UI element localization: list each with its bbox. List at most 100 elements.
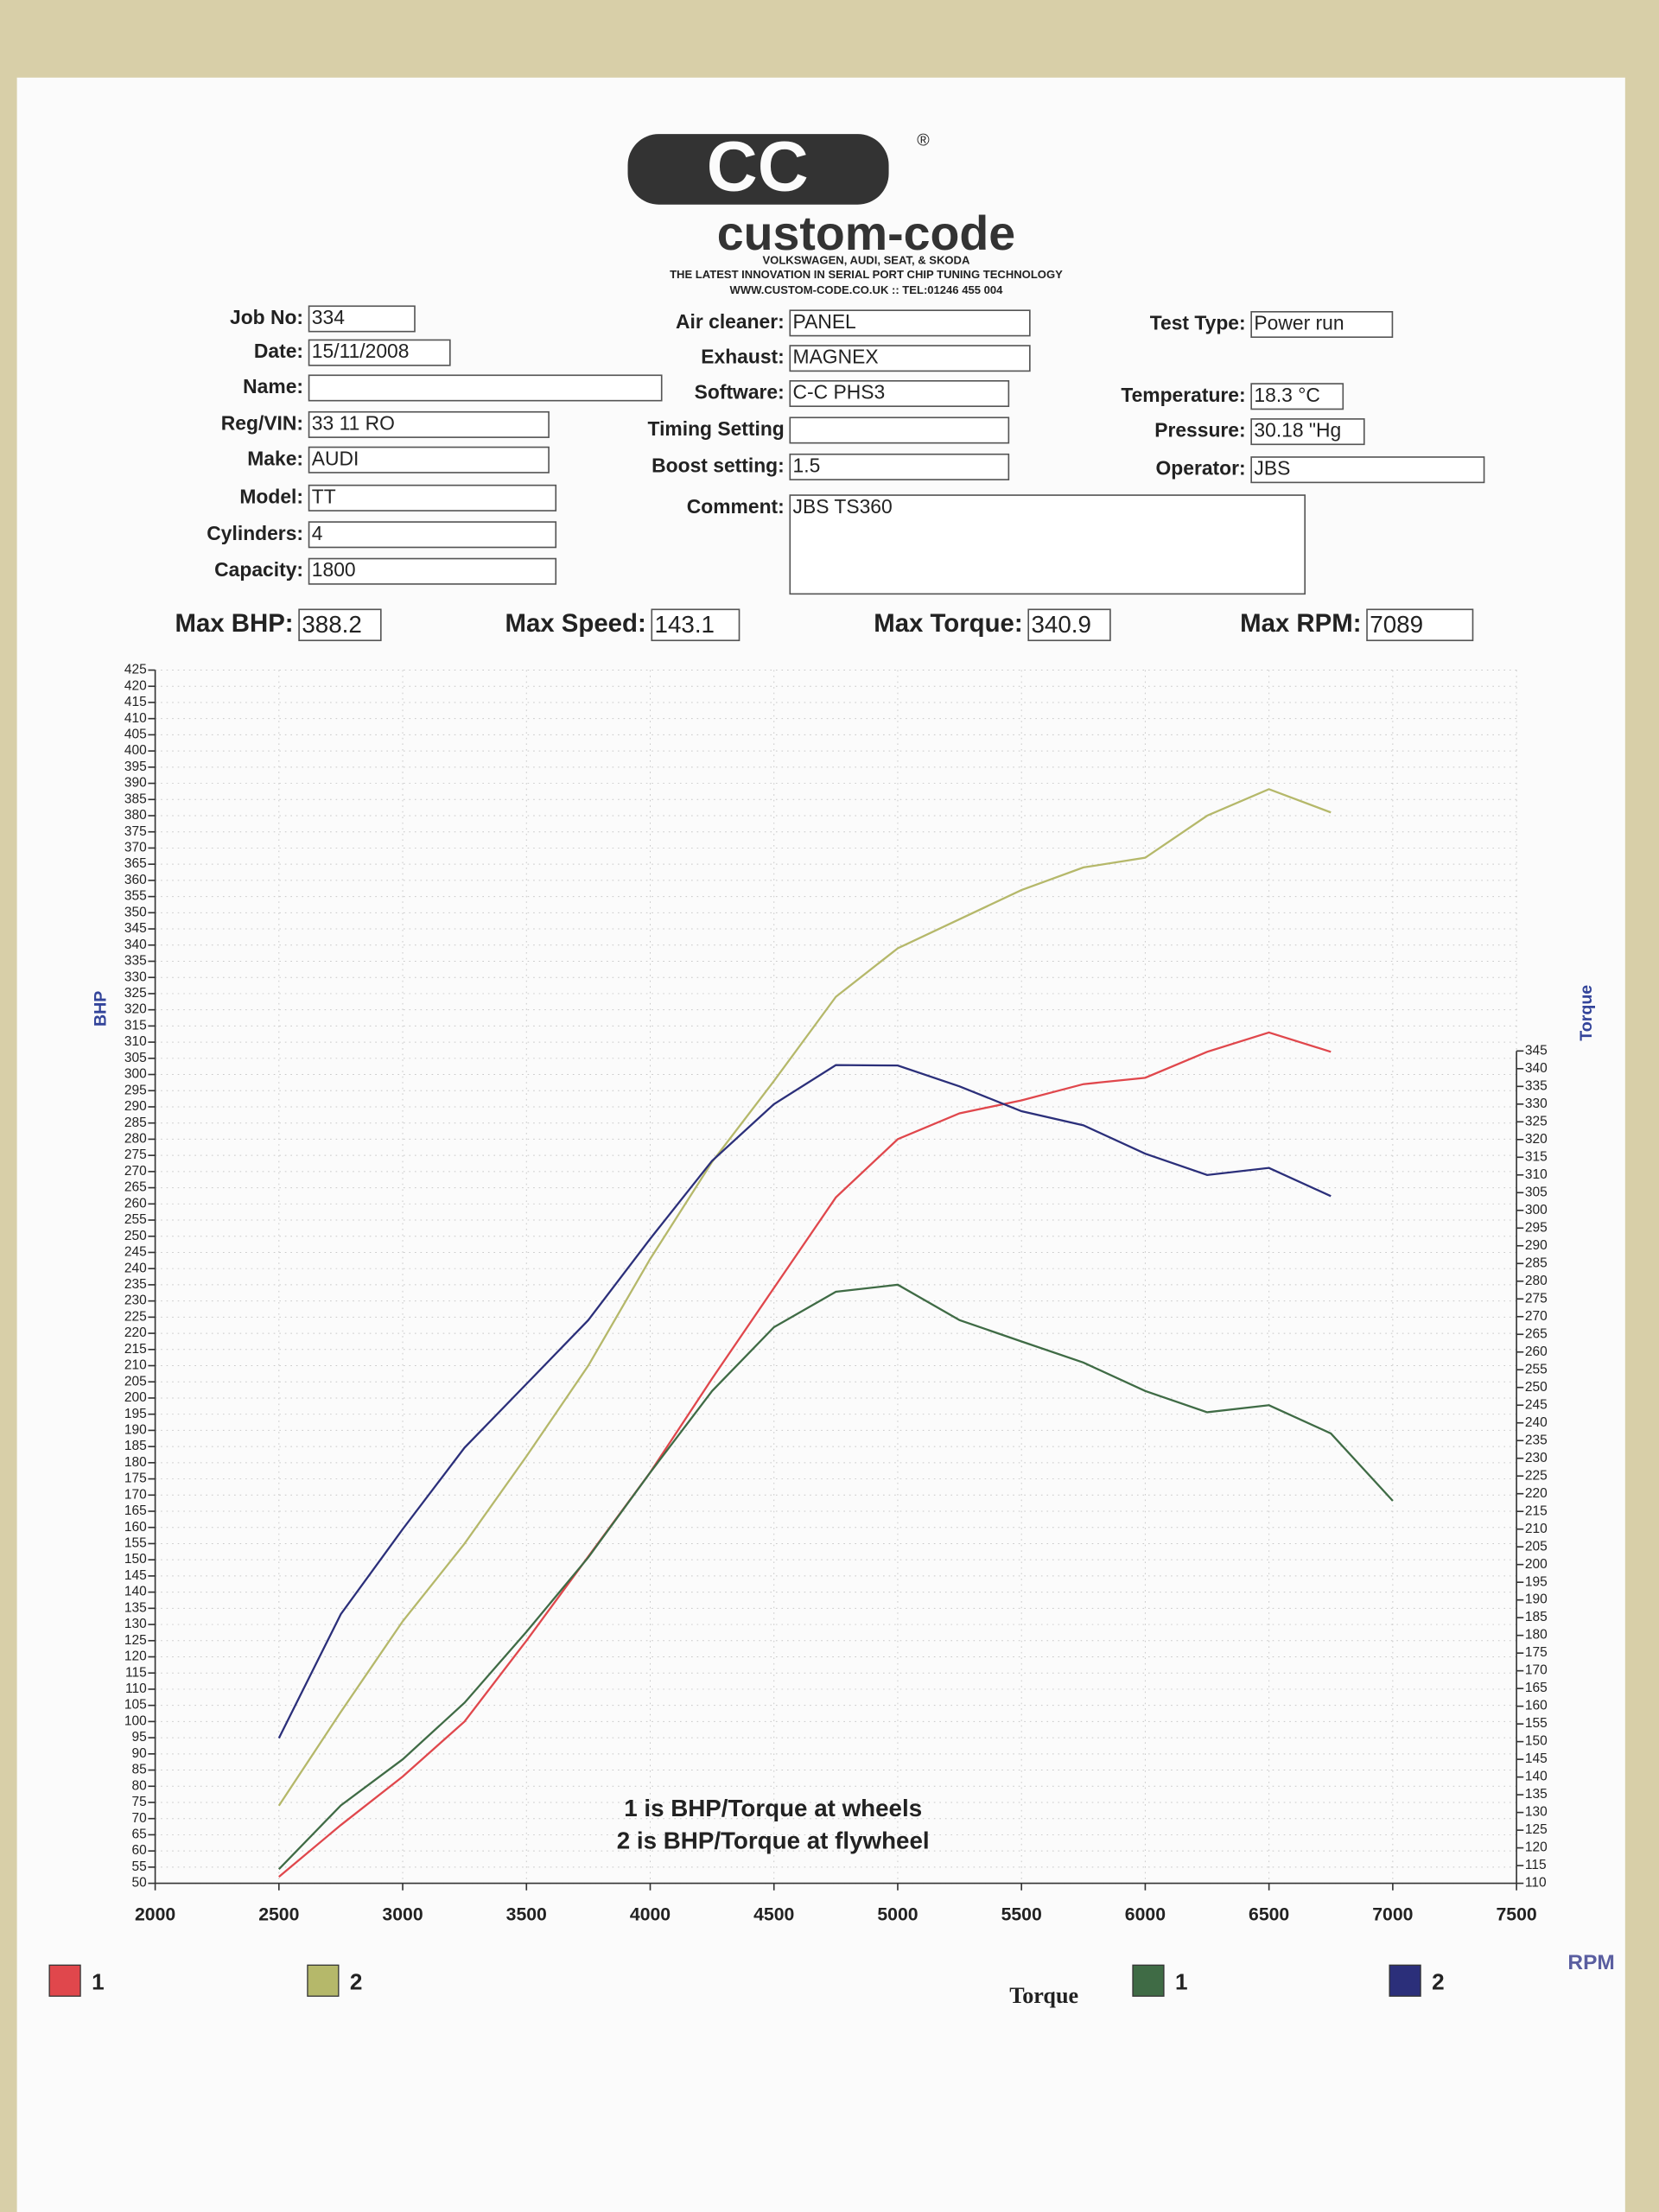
legend-label: 2 — [1432, 1968, 1445, 1994]
y2-tick-label: 240 — [1525, 1415, 1548, 1430]
field-label: Comment: — [687, 495, 785, 518]
x-tick-label: 3500 — [506, 1905, 547, 1925]
field-box — [308, 374, 663, 402]
y-tick-label: 85 — [132, 1763, 147, 1777]
y2-tick-label: 200 — [1525, 1557, 1548, 1572]
legend-swatch — [48, 1964, 81, 1997]
y2-axis-title: Torque — [1577, 985, 1596, 1041]
legend-swatch — [1389, 1964, 1421, 1997]
y-tick-label: 135 — [124, 1600, 147, 1615]
x-tick-label: 5500 — [1001, 1905, 1042, 1925]
y-tick-label: 155 — [124, 1536, 147, 1551]
y-tick-label: 295 — [124, 1083, 147, 1097]
y2-tick-label: 140 — [1525, 1770, 1548, 1784]
y-tick-label: 190 — [124, 1422, 147, 1437]
y-tick-label: 115 — [125, 1665, 147, 1680]
series-line — [277, 788, 1332, 1807]
y-tick-label: 140 — [124, 1585, 147, 1599]
y2-tick-label: 205 — [1525, 1539, 1548, 1554]
y2-tick-label: 225 — [1525, 1468, 1548, 1483]
field-value: C-C PHS3 — [793, 381, 886, 404]
x-tick-label: 4500 — [753, 1905, 794, 1925]
y-tick-label: 130 — [124, 1617, 147, 1631]
field-value: 15/11/2008 — [312, 340, 410, 362]
y-tick-label: 50 — [132, 1876, 148, 1891]
y-tick-label: 330 — [124, 969, 147, 984]
y2-tick-label: 260 — [1525, 1344, 1548, 1359]
field-value: 4 — [312, 522, 323, 544]
legend-swatch — [307, 1964, 340, 1997]
y-tick-label: 305 — [124, 1051, 147, 1065]
summary-box — [651, 608, 741, 642]
y-tick-label: 220 — [124, 1325, 147, 1340]
y-tick-label: 255 — [124, 1212, 147, 1227]
summary-value: 388.2 — [302, 611, 361, 638]
y-tick-label: 270 — [124, 1164, 147, 1179]
y-tick-label: 310 — [124, 1034, 147, 1049]
y-tick-label: 180 — [124, 1455, 147, 1470]
y-tick-label: 335 — [124, 954, 147, 969]
y-tick-label: 125 — [124, 1633, 147, 1648]
y-tick-label: 200 — [124, 1390, 147, 1405]
field-value: 18.3 °C — [1254, 384, 1319, 406]
y2-tick-label: 235 — [1525, 1433, 1548, 1447]
y2-tick-label: 230 — [1525, 1451, 1548, 1465]
y-tick-label: 250 — [124, 1229, 147, 1243]
field-box — [789, 345, 1031, 372]
y2-tick-label: 160 — [1525, 1699, 1548, 1713]
y-tick-label: 235 — [124, 1277, 147, 1292]
y-tick-label: 170 — [124, 1487, 147, 1502]
series-line — [278, 1031, 1332, 1878]
y-tick-label: 415 — [124, 695, 147, 709]
field-value: AUDI — [312, 447, 359, 469]
y-tick-label: 175 — [124, 1471, 147, 1486]
y2-tick-label: 215 — [1525, 1503, 1548, 1518]
field-value: JBS TS360 — [793, 495, 893, 518]
field-box — [789, 453, 1010, 480]
field-box — [308, 484, 557, 512]
legend-group-label: Torque — [1009, 1983, 1078, 2008]
y2-tick-label: 330 — [1525, 1096, 1548, 1111]
field-box — [308, 557, 557, 585]
y-tick-label: 290 — [124, 1099, 147, 1114]
y-tick-label: 265 — [124, 1180, 147, 1195]
summary-value: 340.9 — [1031, 611, 1090, 638]
summary-label: Max BHP: — [175, 609, 293, 638]
y-tick-label: 395 — [124, 760, 147, 774]
y2-tick-label: 195 — [1525, 1574, 1548, 1589]
field-label: Boost setting: — [652, 454, 785, 476]
y2-tick-label: 150 — [1525, 1734, 1548, 1749]
y2-tick-label: 155 — [1525, 1716, 1548, 1731]
y2-tick-label: 125 — [1525, 1822, 1548, 1837]
field-box — [789, 494, 1306, 595]
y-tick-label: 360 — [124, 873, 147, 887]
field-box — [1250, 456, 1485, 484]
y2-tick-label: 320 — [1525, 1132, 1548, 1147]
y-tick-label: 105 — [124, 1698, 147, 1713]
y-tick-label: 240 — [124, 1261, 147, 1275]
y-tick-label: 225 — [124, 1309, 147, 1324]
y2-tick-label: 170 — [1525, 1663, 1548, 1678]
y-tick-label: 350 — [124, 905, 147, 919]
field-box — [308, 410, 550, 438]
y2-tick-label: 270 — [1525, 1309, 1548, 1324]
y2-tick-label: 310 — [1525, 1167, 1548, 1182]
x-tick-label: 7500 — [1496, 1905, 1536, 1925]
y-tick-label: 70 — [132, 1811, 148, 1826]
field-label: Temperature: — [1121, 384, 1245, 406]
y2-tick-label: 220 — [1525, 1486, 1548, 1501]
summary-label: Max RPM: — [1240, 609, 1361, 638]
y-tick-label: 90 — [132, 1746, 148, 1761]
logo-mark: CC — [707, 128, 809, 207]
y2-tick-label: 295 — [1525, 1220, 1548, 1235]
logo-tagline: THE LATEST INNOVATION IN SERIAL PORT CHI… — [670, 268, 1063, 281]
logo-tagline: VOLKSWAGEN, AUDI, SEAT, & SKODA — [762, 253, 970, 266]
y-tick-label: 245 — [124, 1245, 147, 1260]
y2-tick-label: 210 — [1525, 1522, 1548, 1536]
y2-tick-label: 315 — [1525, 1149, 1548, 1164]
y-tick-label: 365 — [124, 856, 147, 871]
legend-label: 1 — [92, 1968, 105, 1994]
y-tick-label: 285 — [124, 1116, 147, 1130]
y2-tick-label: 280 — [1525, 1274, 1548, 1288]
y2-tick-label: 165 — [1525, 1681, 1548, 1695]
